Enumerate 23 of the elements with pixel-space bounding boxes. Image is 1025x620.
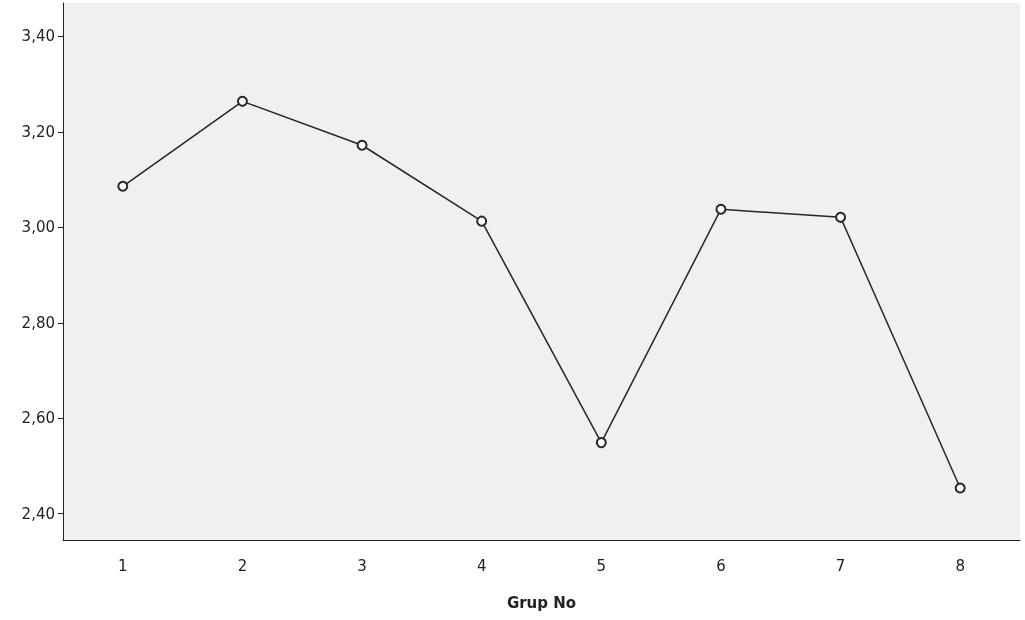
point (476, 215, 488, 227)
x-tick-label: 8 (955, 556, 965, 575)
x-tick-label: 7 (835, 556, 846, 575)
x-tick-label: 6 (716, 556, 726, 575)
y-tick-label: 3,20 (21, 122, 55, 141)
y-tick-label: 3,40 (21, 27, 55, 46)
x-tick-label: 1 (118, 556, 128, 575)
point (236, 95, 248, 107)
x-axis-title: Grup No (506, 593, 577, 612)
point (715, 203, 727, 215)
x-tick-label: 4 (476, 556, 487, 575)
y-tick-label: 2,80 (21, 313, 55, 332)
point (835, 211, 847, 223)
x-tick-label: 2 (237, 556, 248, 575)
y-tick-label: 2,60 (21, 409, 55, 428)
x-tick-label: 3 (357, 556, 367, 575)
point (954, 482, 966, 494)
x-tick-label: 5 (596, 556, 607, 575)
y-tick-label: 3,00 (21, 218, 55, 237)
point (117, 180, 129, 192)
point (595, 437, 607, 449)
point (356, 139, 368, 151)
y-tick-label: 2,40 (21, 504, 55, 523)
